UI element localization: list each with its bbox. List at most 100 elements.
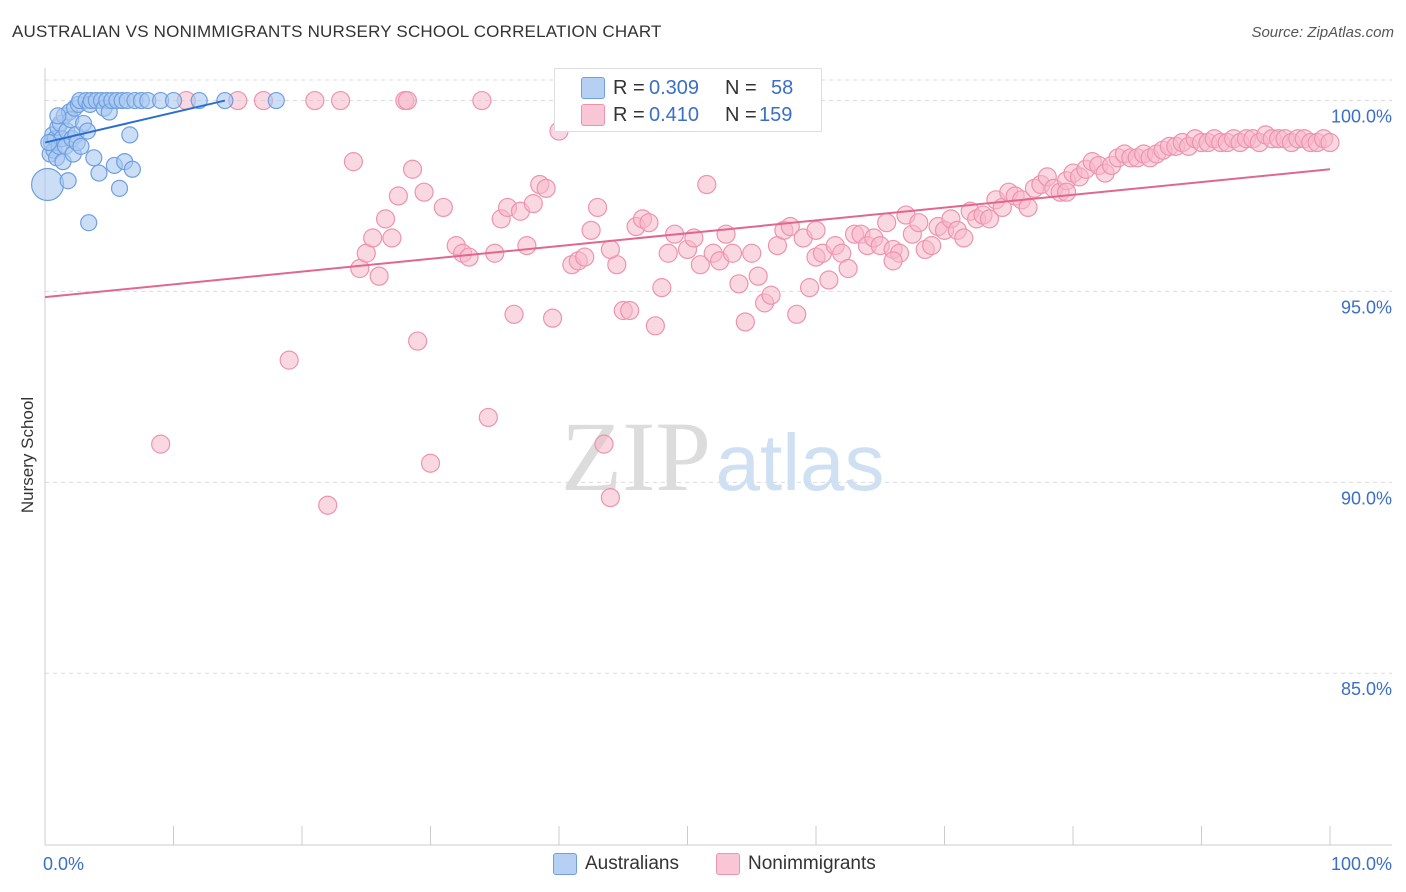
legend-r-value: 0.309 bbox=[649, 77, 700, 99]
nonimmigrants-point bbox=[414, 182, 434, 202]
nonimmigrants-point bbox=[279, 350, 299, 370]
nonimmigrants-swatch bbox=[581, 104, 605, 126]
nonimmigrants-point bbox=[838, 258, 858, 279]
australians-point bbox=[267, 91, 285, 110]
australians-swatch bbox=[581, 77, 605, 99]
watermark-atlas: atlas bbox=[716, 418, 885, 507]
nonimmigrants-point bbox=[1320, 132, 1340, 153]
series-australians bbox=[30, 91, 285, 232]
nonimmigrants-point bbox=[748, 266, 768, 286]
legend-r-label: R = bbox=[613, 104, 645, 126]
australians-point bbox=[190, 91, 208, 110]
legend-r-value: 0.410 bbox=[649, 104, 700, 126]
nonimmigrants-point bbox=[1018, 197, 1038, 218]
nonimmigrants-point bbox=[363, 228, 383, 248]
y-tick-label: 95.0% bbox=[1341, 297, 1392, 317]
nonimmigrants-point bbox=[343, 152, 363, 172]
series-nonimmigrants bbox=[151, 90, 1340, 515]
nonimmigrants-point bbox=[742, 243, 762, 263]
nonimmigrants-point bbox=[922, 236, 942, 256]
nonimmigrants-point bbox=[587, 197, 608, 218]
nonimmigrants-point bbox=[536, 178, 556, 198]
legend-n-label: N = bbox=[725, 104, 757, 126]
nonimmigrants-point bbox=[330, 90, 351, 111]
nonimmigrants-point bbox=[542, 308, 563, 328]
nonimmigrants-point bbox=[639, 213, 659, 233]
australians-point bbox=[59, 172, 77, 190]
nonimmigrants-label: Nonimmigrants bbox=[748, 853, 876, 874]
australians-point bbox=[85, 149, 103, 167]
nonimmigrants-point bbox=[620, 300, 640, 321]
nonimmigrants-point bbox=[433, 197, 453, 218]
australians-point bbox=[49, 107, 67, 125]
nonimmigrants-point bbox=[369, 266, 389, 286]
x-tick-labels: 0.0% 100.0% bbox=[43, 854, 1392, 874]
correlation-legend: R = 0.309 N = 58 R = 0.410 N = 159 bbox=[554, 68, 822, 132]
nonimmigrants-point bbox=[375, 209, 396, 229]
nonimmigrants-point bbox=[382, 228, 402, 248]
australians-point bbox=[80, 214, 98, 232]
nonimmigrants-point bbox=[819, 270, 839, 290]
australians-point bbox=[110, 179, 129, 197]
source-credit: Source: ZipAtlas.com bbox=[1251, 24, 1394, 41]
nonimmigrants-point bbox=[979, 209, 1000, 229]
australians-point bbox=[121, 126, 139, 144]
chart-title: AUSTRALIAN VS NONIMMIGRANTS NURSERY SCHO… bbox=[12, 22, 662, 41]
nonimmigrants-point bbox=[318, 495, 338, 515]
nonimmigrants-point bbox=[305, 90, 325, 111]
y-tick-label: 100.0% bbox=[1331, 107, 1392, 127]
watermark-zip: ZIP bbox=[561, 401, 711, 512]
nonimmigrants-point bbox=[806, 220, 826, 240]
nonimmigrants-point bbox=[722, 243, 743, 263]
australians-label: Australians bbox=[585, 853, 679, 874]
australians-trend-line bbox=[44, 99, 226, 144]
y-tick-label: 85.0% bbox=[1341, 679, 1392, 699]
nonimmigrants-point bbox=[523, 194, 543, 214]
nonimmigrants-point bbox=[729, 274, 749, 294]
nonimmigrants-point bbox=[877, 213, 897, 233]
nonimmigrants-point bbox=[594, 434, 614, 454]
nonimmigrants-point bbox=[472, 90, 492, 111]
australians-point bbox=[90, 164, 108, 182]
nonimmigrants-point bbox=[799, 278, 820, 298]
nonimmigrants-point bbox=[761, 285, 781, 305]
nonimmigrants-point bbox=[504, 304, 524, 324]
nonimmigrants-point bbox=[517, 236, 537, 256]
nonimmigrants-point bbox=[697, 174, 717, 195]
nonimmigrants-point bbox=[600, 487, 621, 508]
trend-lines bbox=[44, 99, 1331, 299]
nonimmigrants-point bbox=[581, 220, 601, 240]
x-tick-label: 0.0% bbox=[43, 854, 84, 874]
nonimmigrants-point bbox=[787, 304, 807, 324]
nonimmigrants-point bbox=[658, 243, 678, 263]
nonimmigrants-point bbox=[645, 316, 665, 336]
nonimmigrants-point bbox=[397, 90, 417, 111]
nonimmigrants-point bbox=[1056, 182, 1077, 202]
legend-r-label: R = bbox=[613, 77, 645, 99]
nonimmigrants-point bbox=[909, 213, 929, 233]
nonimmigrants-point bbox=[478, 407, 498, 428]
australians-point bbox=[164, 91, 183, 110]
australians-point bbox=[123, 160, 141, 178]
australians-point bbox=[30, 167, 65, 202]
legend-n-value: 159 bbox=[759, 104, 793, 126]
nonimmigrants-swatch bbox=[716, 853, 740, 875]
australians-point bbox=[72, 137, 90, 155]
legend-n-value: 58 bbox=[771, 77, 794, 99]
legend-n-label: N = bbox=[725, 77, 757, 99]
nonimmigrants-point bbox=[735, 312, 755, 332]
nonimmigrants-trend-line bbox=[44, 168, 1331, 299]
nonimmigrants-point bbox=[883, 251, 903, 271]
y-tick-labels: 85.0% 90.0% 95.0% 100.0% bbox=[1331, 107, 1392, 700]
nonimmigrants-point bbox=[652, 278, 672, 298]
nonimmigrants-point bbox=[388, 186, 408, 206]
nonimmigrants-point bbox=[954, 228, 974, 248]
australians-swatch bbox=[553, 853, 577, 875]
x-tick-label: 100.0% bbox=[1331, 854, 1392, 874]
nonimmigrants-point bbox=[600, 239, 621, 260]
nonimmigrants-point bbox=[408, 331, 428, 351]
nonimmigrants-point bbox=[420, 453, 441, 473]
nonimmigrants-point bbox=[402, 159, 423, 179]
nonimmigrants-point bbox=[459, 247, 479, 267]
